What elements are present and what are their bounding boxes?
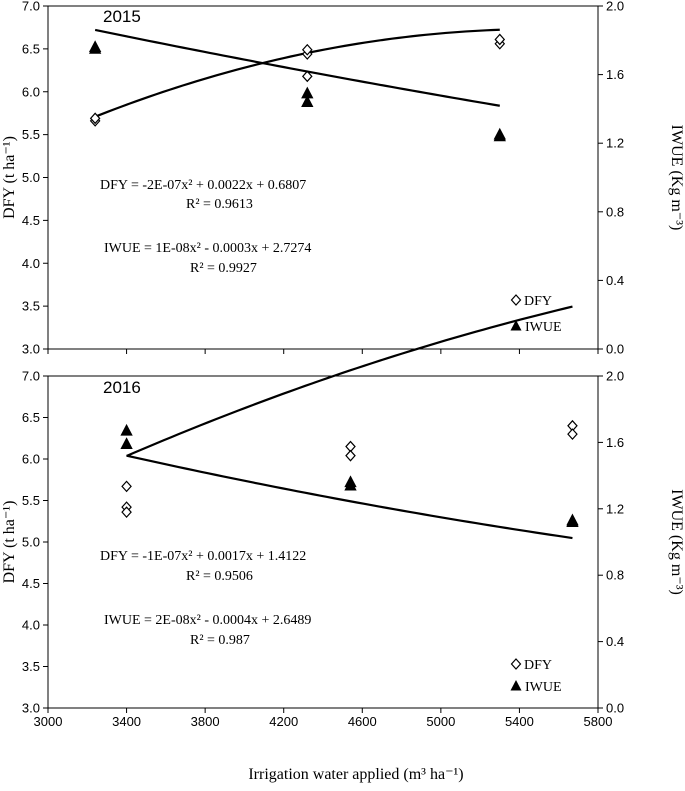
y-left-tick-label: 4.0 — [22, 618, 40, 633]
y-right-tick-label: 1.2 — [606, 136, 624, 151]
equation-dfy: DFY = -1E-07x² + 0.0017x + 1.4122 — [100, 549, 306, 564]
y-right-tick-label: 0.0 — [606, 342, 624, 357]
y-left-tick-label: 7.0 — [22, 0, 40, 14]
y-left-tick-label: 5.0 — [22, 535, 40, 550]
y-left-tick-label: 3.5 — [22, 299, 40, 314]
plot-frame — [47, 375, 599, 709]
y-left-tick-label: 6.5 — [22, 410, 40, 425]
x-tick-label: 4600 — [348, 714, 377, 729]
x-tick-label: 3400 — [112, 714, 141, 729]
data-point-dfy — [301, 43, 313, 56]
data-point-iwue — [301, 95, 314, 107]
panel-title: 2016 — [103, 378, 141, 397]
data-point-dfy — [301, 70, 313, 83]
y-right-tick-label: 1.2 — [606, 501, 624, 516]
data-point-dfy — [567, 428, 578, 440]
y-right-tick-label: 0.0 — [606, 701, 624, 716]
y-left-tick-label: 6.0 — [22, 452, 40, 467]
y-left-tick-label: 3.0 — [22, 701, 40, 716]
equation-dfy: DFY = -2E-07x² + 0.0022x + 0.6807 — [100, 178, 306, 193]
y-left-tick-label: 4.0 — [22, 256, 40, 271]
trendline-iwue — [94, 28, 500, 107]
x-tick-label: 5800 — [584, 714, 613, 729]
legend-marker-dfy — [510, 294, 522, 306]
data-point-iwue — [120, 437, 133, 449]
y-left-tick-label: 3.5 — [22, 659, 40, 674]
y-right-tick-label: 1.6 — [606, 435, 624, 450]
y-right-tick-label: 2.0 — [606, 369, 624, 384]
y-left-tick-label: 5.0 — [22, 170, 40, 185]
y-right-tick-label: 2.0 — [606, 0, 624, 14]
equation-iwue: IWUE = 1E-08x² - 0.0003x + 2.7274 — [104, 241, 311, 256]
data-point-iwue — [344, 478, 357, 491]
data-point-dfy — [494, 33, 506, 46]
data-point-dfy — [345, 449, 356, 462]
legend-label-dfy: DFY — [524, 294, 552, 309]
y-left-tick-label: 3.0 — [22, 342, 40, 357]
x-tick-label: 3800 — [191, 714, 220, 729]
trendline-dfy — [126, 305, 573, 458]
y-right-tick-label: 1.6 — [606, 67, 624, 82]
y-right-tick-label: 0.4 — [606, 273, 624, 288]
data-point-dfy — [121, 506, 132, 519]
y-right-tick-label: 0.4 — [606, 634, 624, 649]
data-point-iwue — [88, 42, 102, 54]
y-left-tick-label: 5.5 — [22, 493, 40, 508]
trendline-dfy — [94, 28, 500, 118]
data-point-iwue — [120, 423, 133, 436]
legend-label-iwue: IWUE — [525, 680, 562, 695]
y-right-axis-title: IWUE (Kg m⁻³) — [668, 489, 685, 595]
data-point-iwue — [493, 129, 506, 142]
legend-marker-dfy — [510, 658, 522, 670]
r-squared-iwue: R² = 0.987 — [190, 633, 250, 648]
legend: DFY IWUE — [510, 658, 562, 695]
panel-title: 2015 — [103, 7, 141, 26]
equation-iwue: IWUE = 2E-08x² - 0.0004x + 2.6489 — [104, 613, 311, 628]
y-left-axis-title: DFY (t ha⁻¹) — [1, 501, 18, 584]
chart-panel-2015: 3.0 3.5 4.0 4.5 5.0 5.5 6.0 6.5 7.0 0.0 0.4 0.8 1.2 1… — [1, 0, 685, 357]
trendline-iwue — [126, 454, 573, 540]
data-point-iwue — [566, 515, 579, 527]
y-left-tick-label: 5.5 — [22, 127, 40, 142]
y-left-tick-label: 4.5 — [22, 213, 40, 228]
x-tick-label: 3000 — [34, 714, 63, 729]
x-tick-label: 5400 — [505, 714, 534, 729]
data-point-dfy — [89, 112, 101, 125]
data-point-dfy — [121, 480, 132, 493]
y-right-tick-label: 0.8 — [606, 568, 624, 583]
legend: DFY IWUE — [510, 294, 562, 335]
y-right-tick-label: 0.8 — [606, 204, 624, 219]
x-tick-label: 4200 — [269, 714, 298, 729]
legend-marker-iwue — [510, 320, 522, 331]
legend-marker-iwue — [510, 680, 522, 691]
y-right-axis-title: IWUE (Kg m⁻³) — [668, 125, 685, 231]
r-squared-dfy: R² = 0.9613 — [186, 197, 253, 212]
legend-label-dfy: DFY — [524, 658, 552, 673]
x-axis-title: Irrigation water applied (m³ ha⁻¹) — [248, 766, 463, 783]
r-squared-dfy: R² = 0.9506 — [186, 569, 253, 584]
y-left-tick-label: 7.0 — [22, 369, 40, 384]
legend-label-iwue: IWUE — [525, 320, 562, 335]
x-tick-label: 5000 — [426, 714, 455, 729]
y-left-tick-label: 4.5 — [22, 576, 40, 591]
r-squared-iwue: R² = 0.9927 — [190, 261, 257, 276]
y-left-axis-title: DFY (t ha⁻¹) — [1, 136, 18, 219]
chart-panel-2016: 3000 3400 3800 4200 4600 5000 5400 5800 3.0 3.5 4.… — [1, 305, 685, 729]
y-left-tick-label: 6.5 — [22, 41, 40, 56]
y-left-tick-label: 6.0 — [22, 84, 40, 99]
